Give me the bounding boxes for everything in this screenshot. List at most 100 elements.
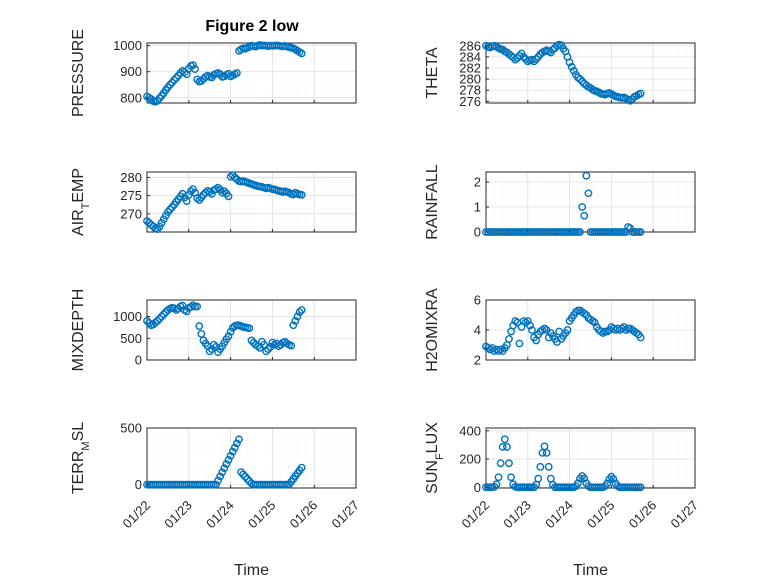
- y-tick-label: 200: [459, 452, 481, 467]
- data-point: [241, 472, 250, 481]
- data-point: [226, 327, 235, 336]
- data-point: [195, 322, 204, 330]
- data-point: [228, 447, 237, 456]
- data-point: [220, 187, 229, 196]
- data-point: [578, 77, 587, 86]
- x-tick-label: 01/25: [584, 498, 618, 532]
- subplot-7: 0 200 400 01/22 01/23 01/24 01/25 01/26 01/27 SUN…: [424, 422, 701, 579]
- data-point: [166, 80, 174, 89]
- y-tick-label: 278: [459, 83, 481, 98]
- data-point: [199, 191, 208, 199]
- data-point: [197, 330, 206, 338]
- data-point: [209, 340, 218, 349]
- x-axis-label: Time: [573, 562, 608, 579]
- data-point: [264, 345, 273, 354]
- data-point: [636, 228, 645, 236]
- x-tick-label: 01/27: [329, 498, 363, 532]
- data-point: [226, 451, 235, 460]
- y-tick-label: 400: [459, 423, 481, 438]
- data-point: [205, 347, 214, 356]
- data-point: [205, 188, 214, 196]
- data-point: [519, 52, 528, 61]
- y-tick-label: 900: [120, 64, 142, 79]
- y-tick-label: 275: [120, 188, 142, 203]
- data-point: [214, 476, 222, 485]
- plot-area: [486, 428, 695, 488]
- data-point: [222, 460, 231, 468]
- data-point: [295, 308, 304, 317]
- data-point: [247, 336, 256, 345]
- data-point: [515, 339, 524, 348]
- data-point: [505, 335, 513, 343]
- data-point: [297, 49, 306, 58]
- subplot-2: 270 275 280 AIRTEMP: [70, 168, 357, 236]
- data-point: [287, 341, 296, 350]
- y-tick-label: 500: [120, 421, 142, 436]
- data-point: [574, 73, 582, 82]
- y-axis-label: MIXDEPTH: [70, 289, 87, 372]
- data-point: [224, 332, 233, 340]
- y-tick-label: 282: [459, 61, 481, 76]
- data-point: [207, 345, 216, 354]
- data-point: [157, 312, 166, 321]
- y-tick-label: 1000: [113, 38, 142, 53]
- data-point: [576, 75, 584, 84]
- data-point: [224, 456, 233, 464]
- y-tick-label: 280: [120, 170, 142, 185]
- data-point: [525, 321, 534, 330]
- data-point: [155, 314, 164, 323]
- data-point: [511, 55, 520, 64]
- data-point: [580, 211, 589, 220]
- x-tick-label: 01/24: [203, 498, 237, 532]
- data-point: [507, 473, 515, 482]
- y-tick-label: 284: [459, 49, 481, 64]
- y-tick-label: 500: [120, 331, 142, 346]
- data-point: [239, 470, 248, 479]
- data-point: [159, 310, 168, 319]
- data-point: [237, 468, 245, 477]
- y-tick-label: 270: [120, 206, 142, 221]
- data-point: [232, 439, 241, 448]
- y-tick-label: 276: [459, 94, 481, 109]
- data-point: [224, 192, 233, 201]
- axes-box: [485, 42, 696, 104]
- y-axis-label: PRESSURE: [70, 29, 87, 117]
- data-point: [565, 58, 574, 67]
- x-tick-label: 01/24: [542, 498, 576, 532]
- x-tick-label: 01/23: [500, 498, 534, 532]
- data-point: [289, 321, 298, 330]
- data-point: [563, 326, 572, 334]
- x-tick-label: 01/27: [668, 498, 702, 532]
- data-point: [530, 57, 538, 66]
- data-point: [609, 475, 618, 484]
- y-tick-label: 1: [474, 200, 481, 215]
- data-point: [245, 324, 254, 333]
- figure-title: Figure 2 low: [205, 18, 299, 35]
- y-tick-label: 0: [474, 480, 481, 495]
- plot-area: [486, 172, 695, 232]
- data-point: [515, 51, 524, 60]
- data-point: [544, 462, 553, 471]
- data-point: [528, 326, 536, 334]
- data-point: [243, 475, 252, 483]
- data-point: [218, 468, 227, 477]
- data-point: [590, 318, 599, 327]
- data-point: [534, 474, 543, 483]
- data-point: [532, 55, 541, 64]
- x-tick-label: 01/22: [120, 498, 154, 532]
- data-point: [262, 347, 271, 356]
- data-point: [536, 462, 545, 471]
- y-tick-label: 280: [459, 72, 481, 87]
- data-point: [153, 316, 162, 325]
- y-axis-label: H2OMIXRA: [424, 288, 441, 372]
- plot-area: [486, 43, 695, 103]
- y-axis-label: SUNFLUX: [424, 422, 446, 494]
- data-point: [528, 55, 536, 64]
- subplot-0: 800 900 1000 PRESSURE: [70, 29, 357, 117]
- x-tick-label: 01/23: [161, 498, 195, 532]
- y-axis-label: THETA: [424, 47, 441, 99]
- subplot-3: 0 1 2 RAINFALL: [424, 164, 696, 240]
